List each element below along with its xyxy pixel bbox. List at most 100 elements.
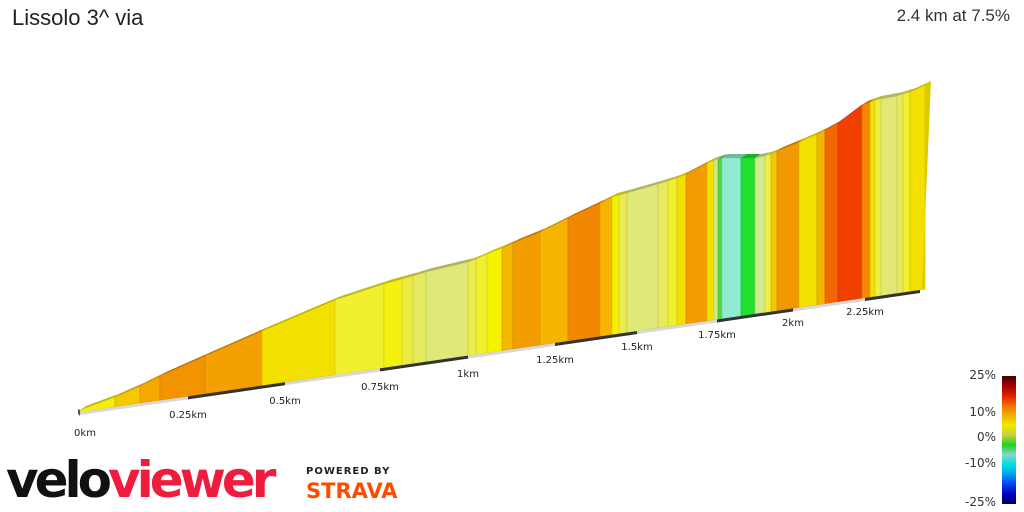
gradient-segment bbox=[467, 258, 477, 356]
legend-label-10: 10% bbox=[969, 405, 996, 419]
segment-top-edge bbox=[426, 258, 474, 272]
gradient-segment bbox=[740, 157, 756, 317]
gradient-segment bbox=[114, 385, 141, 408]
segment-top-edge bbox=[262, 296, 341, 331]
gradient-segment bbox=[798, 133, 818, 308]
gradient-segment bbox=[486, 247, 503, 354]
veloviewer-logo-velo: velo bbox=[6, 451, 112, 509]
segment-top-edge bbox=[686, 159, 713, 174]
gradient-segment bbox=[611, 194, 620, 336]
segment-top-edge bbox=[80, 393, 121, 410]
gradient-segment bbox=[204, 330, 263, 395]
veloviewer-logo[interactable]: veloviewer bbox=[6, 451, 276, 509]
distance-axis-band bbox=[865, 290, 920, 301]
distance-tick-label: 0.5km bbox=[269, 396, 300, 407]
profile-top-edge bbox=[78, 81, 931, 416]
gradient-segment bbox=[721, 157, 742, 320]
segment-top-edge bbox=[384, 275, 408, 284]
climb-title: Lissolo 3^ via bbox=[12, 5, 144, 30]
gradient-segment bbox=[159, 355, 206, 401]
gradient-segment bbox=[824, 122, 839, 305]
segment-top-edge bbox=[707, 156, 720, 163]
gradient-segment bbox=[667, 177, 678, 327]
segment-top-edge bbox=[825, 119, 844, 130]
segment-top-edge bbox=[903, 88, 916, 94]
gradient-segment bbox=[334, 283, 385, 376]
climb-summary: 2.4 km at 7.5% bbox=[896, 6, 1010, 25]
segment-top-edge bbox=[600, 193, 618, 203]
distance-axis-band bbox=[80, 396, 188, 415]
powered-by-strava[interactable]: POWERED BY STRAVA bbox=[306, 466, 398, 503]
gradient-segment bbox=[657, 180, 669, 329]
segment-top-edge bbox=[910, 81, 931, 92]
segment-top-edge bbox=[476, 250, 493, 259]
segment-top-edge bbox=[627, 180, 664, 193]
segment-top-edge bbox=[755, 152, 771, 158]
segment-top-edge bbox=[513, 228, 546, 243]
gradient-segment bbox=[770, 150, 778, 312]
legend-label-minus-25: -25% bbox=[964, 495, 996, 509]
legend-label-25: 25% bbox=[969, 368, 996, 382]
gradient-segment bbox=[676, 173, 687, 326]
segment-top-edge bbox=[619, 189, 633, 195]
gradient-segment bbox=[713, 158, 719, 321]
distance-tick-label: 0.75km bbox=[361, 382, 399, 393]
segment-top-edge bbox=[722, 154, 747, 158]
gradient-segment bbox=[776, 141, 800, 312]
segment-top-edge bbox=[741, 154, 761, 158]
gradient-segment bbox=[902, 91, 911, 293]
segment-top-edge bbox=[870, 96, 881, 102]
segment-top-edge bbox=[413, 268, 432, 276]
distance-axis-band bbox=[380, 355, 468, 372]
segment-top-edge bbox=[487, 244, 508, 254]
gradient-segment bbox=[764, 153, 772, 313]
distance-tick-label: 1.5km bbox=[621, 342, 652, 353]
powered-by-label: POWERED BY bbox=[306, 466, 391, 477]
gradient-segment bbox=[896, 93, 904, 294]
legend-label-0: 0% bbox=[976, 430, 996, 444]
distance-tick-label: 0km bbox=[74, 428, 96, 439]
segment-top-edge bbox=[817, 126, 831, 134]
gradient-segments bbox=[79, 84, 926, 413]
gradient-segment bbox=[618, 192, 628, 335]
distance-tick-labels: 0km 0.25km 0.5km 0.75km 1km 1.25km 1.5km 1.75km… bbox=[74, 307, 884, 439]
gradient-segment bbox=[816, 129, 826, 306]
gradient-segment bbox=[874, 98, 882, 297]
gradient-segment bbox=[412, 271, 427, 364]
distance-axis bbox=[80, 290, 920, 415]
gradient-legend: 25% 10% 0% -10% -25% bbox=[940, 368, 1024, 512]
distance-tick-label: 2km bbox=[782, 318, 804, 329]
segment-top-edge bbox=[677, 170, 692, 178]
distance-axis-band bbox=[637, 319, 717, 335]
segment-top-edge bbox=[502, 239, 519, 248]
gradient-segment bbox=[706, 159, 715, 322]
gradient-segment bbox=[599, 196, 613, 337]
segment-top-edge bbox=[612, 191, 625, 197]
gradient-segment bbox=[539, 217, 569, 346]
distance-tick-label: 2.25km bbox=[846, 307, 884, 318]
distance-axis-band bbox=[793, 297, 865, 312]
segment-top-edge bbox=[140, 372, 166, 386]
segment-top-edge bbox=[160, 352, 211, 376]
gradient-segment bbox=[685, 162, 708, 325]
segment-top-edge bbox=[115, 382, 146, 397]
gradient-segment bbox=[383, 278, 403, 369]
segment-top-edge bbox=[771, 147, 783, 154]
segment-top-edge bbox=[568, 199, 606, 218]
distance-axis-band bbox=[285, 368, 380, 386]
segment-top-edge bbox=[765, 150, 777, 156]
gradient-segment bbox=[837, 104, 863, 303]
gradient-color-scale bbox=[1002, 376, 1016, 504]
gradient-segment bbox=[880, 95, 898, 297]
distance-axis-band bbox=[468, 343, 555, 359]
distance-axis-band bbox=[555, 331, 637, 347]
segment-top-edge bbox=[668, 174, 683, 181]
gradient-segment bbox=[626, 183, 659, 333]
distance-tick-label: 1km bbox=[457, 369, 479, 380]
gradient-segment bbox=[501, 242, 514, 352]
segment-top-edge bbox=[799, 130, 823, 142]
legend-label-minus-10: -10% bbox=[964, 456, 996, 470]
segment-top-edge bbox=[875, 95, 887, 100]
gradient-segment bbox=[861, 101, 871, 299]
